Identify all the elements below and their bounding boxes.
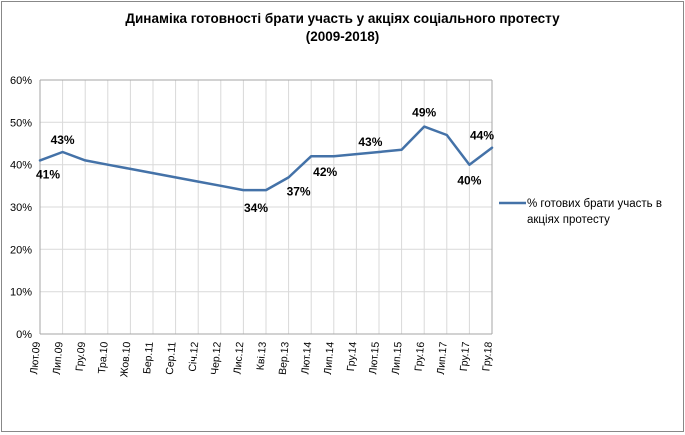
- svg-text:Тра.10: Тра.10: [96, 341, 111, 374]
- svg-text:Чер.12: Чер.12: [209, 341, 224, 375]
- svg-text:43%: 43%: [358, 135, 382, 149]
- svg-text:37%: 37%: [287, 184, 311, 198]
- svg-text:43%: 43%: [51, 133, 75, 147]
- svg-text:% готових брати участь в: % готових брати участь в: [527, 198, 662, 210]
- svg-text:Гру.14: Гру.14: [345, 341, 360, 372]
- svg-text:Сер.11: Сер.11: [164, 341, 179, 375]
- svg-text:40%: 40%: [457, 174, 481, 188]
- svg-text:Лип.09: Лип.09: [51, 341, 66, 375]
- svg-text:Лют.09: Лют.09: [28, 341, 43, 375]
- svg-text:34%: 34%: [244, 201, 268, 215]
- svg-text:44%: 44%: [470, 129, 494, 143]
- svg-text:60%: 60%: [10, 75, 32, 87]
- svg-text:акціях протесту: акціях протесту: [527, 214, 610, 226]
- svg-text:20%: 20%: [10, 244, 32, 256]
- svg-text:Лис.12: Лис.12: [232, 341, 247, 375]
- svg-text:0%: 0%: [16, 329, 32, 341]
- svg-text:Вер.13: Вер.13: [277, 341, 292, 375]
- svg-text:Гру.09: Гру.09: [74, 341, 89, 372]
- svg-text:Гру.18: Гру.18: [480, 341, 495, 372]
- svg-text:Лют.15: Лют.15: [367, 341, 382, 375]
- svg-text:Лип.14: Лип.14: [322, 341, 337, 375]
- svg-text:Кві.13: Кві.13: [255, 341, 269, 371]
- svg-text:Січ.12: Січ.12: [187, 341, 202, 372]
- svg-text:41%: 41%: [36, 167, 60, 181]
- svg-text:Лют.14: Лют.14: [299, 341, 314, 375]
- svg-text:40%: 40%: [10, 160, 32, 172]
- svg-text:Жов.10: Жов.10: [118, 341, 133, 378]
- svg-text:Лип.15: Лип.15: [390, 341, 405, 375]
- svg-text:Лип.17: Лип.17: [435, 341, 450, 375]
- svg-text:42%: 42%: [313, 165, 337, 179]
- svg-text:Гру.16: Гру.16: [413, 341, 428, 372]
- svg-text:10%: 10%: [10, 287, 32, 299]
- svg-text:50%: 50%: [10, 117, 32, 129]
- svg-text:Бер.11: Бер.11: [141, 341, 156, 374]
- svg-text:49%: 49%: [412, 106, 436, 120]
- svg-text:Гру.17: Гру.17: [458, 341, 473, 372]
- svg-text:30%: 30%: [10, 202, 32, 214]
